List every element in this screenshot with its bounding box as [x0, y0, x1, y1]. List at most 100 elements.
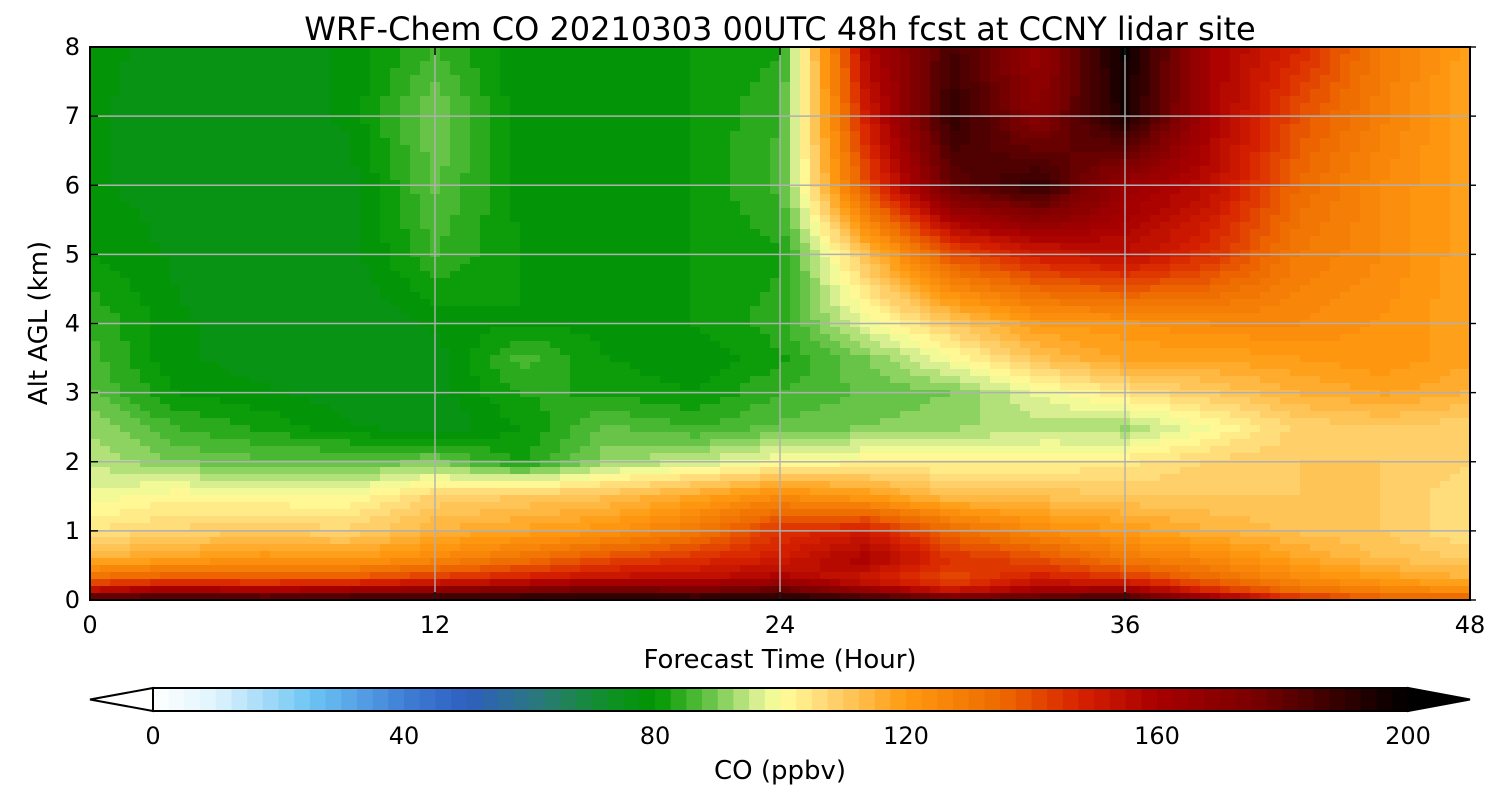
heatmap-cell — [840, 285, 851, 293]
heatmap-cell — [1150, 110, 1161, 118]
heatmap-cell — [1040, 264, 1051, 272]
heatmap-cell — [440, 222, 451, 230]
heatmap-cell — [370, 82, 381, 90]
heatmap-cell — [960, 222, 971, 230]
heatmap-cell — [400, 89, 411, 97]
heatmap-cell — [270, 96, 281, 104]
heatmap-cell — [710, 110, 721, 118]
heatmap-cell — [980, 166, 991, 174]
heatmap-cell — [890, 117, 901, 125]
heatmap-cell — [530, 278, 541, 286]
heatmap-cell — [1380, 159, 1391, 167]
heatmap-cell — [1440, 264, 1451, 272]
heatmap-cell — [100, 180, 111, 188]
heatmap-cell — [460, 208, 471, 216]
heatmap-cell — [980, 173, 991, 181]
heatmap-cell — [920, 138, 931, 146]
heatmap-cell — [100, 96, 111, 104]
heatmap-cell — [760, 271, 771, 279]
heatmap-cell — [1110, 61, 1121, 69]
heatmap-cell — [290, 299, 301, 307]
heatmap-cell — [160, 194, 171, 202]
heatmap-cell — [990, 117, 1001, 125]
heatmap-cell — [730, 117, 741, 125]
heatmap-cell — [500, 117, 511, 125]
heatmap-cell — [820, 194, 831, 202]
heatmap-cell — [160, 124, 171, 132]
heatmap-cell — [930, 75, 941, 83]
heatmap-cell — [560, 264, 571, 272]
heatmap-cell — [1230, 166, 1241, 174]
heatmap-cell — [500, 89, 511, 97]
heatmap-cell — [1410, 152, 1421, 160]
heatmap-cell — [920, 243, 931, 251]
heatmap-cell — [960, 145, 971, 153]
heatmap-cell — [910, 194, 921, 202]
heatmap-cell — [410, 75, 421, 83]
heatmap-cell — [1410, 292, 1421, 300]
heatmap-cell — [1100, 75, 1111, 83]
heatmap-cell — [640, 68, 651, 76]
heatmap-cell — [770, 159, 781, 167]
heatmap-cell — [1100, 187, 1111, 195]
heatmap-cell — [630, 96, 641, 104]
heatmap-cell — [750, 264, 761, 272]
heatmap-cell — [940, 194, 951, 202]
heatmap-cell — [420, 103, 431, 111]
heatmap-cell — [650, 243, 661, 251]
heatmap-cell — [1030, 159, 1041, 167]
heatmap-cell — [440, 201, 451, 209]
heatmap-cell — [330, 208, 341, 216]
heatmap-cell — [830, 292, 841, 300]
heatmap-cell — [950, 187, 961, 195]
heatmap-cell — [1270, 292, 1281, 300]
heatmap-cell — [1140, 75, 1151, 83]
heatmap-cell — [1430, 215, 1441, 223]
heatmap-cell — [510, 89, 521, 97]
heatmap-cell — [1380, 222, 1391, 230]
heatmap-cell — [1210, 68, 1221, 76]
heatmap-cell — [990, 271, 1001, 279]
heatmap-cell — [1110, 278, 1121, 286]
heatmap-cell — [330, 124, 341, 132]
heatmap-cell — [1150, 166, 1161, 174]
heatmap-cell — [1080, 145, 1091, 153]
heatmap-cell — [1270, 187, 1281, 195]
heatmap-cell — [340, 75, 351, 83]
heatmap-cell — [420, 236, 431, 244]
heatmap-cell — [1200, 215, 1211, 223]
heatmap-cell — [1060, 208, 1071, 216]
heatmap-cell — [990, 257, 1001, 265]
heatmap-cell — [1300, 159, 1311, 167]
heatmap-cell — [190, 194, 201, 202]
heatmap-cell — [1460, 124, 1470, 132]
heatmap-cell — [140, 159, 151, 167]
heatmap-cell — [290, 110, 301, 118]
heatmap-cell — [900, 96, 911, 104]
heatmap-cell — [860, 215, 871, 223]
heatmap-cell — [1150, 257, 1161, 265]
heatmap-cell — [150, 47, 161, 55]
heatmap-cell — [1170, 229, 1181, 237]
heatmap-cell — [1050, 257, 1061, 265]
heatmap-cell — [220, 68, 231, 76]
heatmap-cell — [600, 89, 611, 97]
heatmap-cell — [530, 131, 541, 139]
heatmap-cell — [400, 208, 411, 216]
heatmap-cell — [480, 47, 491, 55]
heatmap-cell — [1360, 187, 1371, 195]
heatmap-cell — [1380, 292, 1391, 300]
heatmap-cell — [950, 271, 961, 279]
heatmap-cell — [1380, 54, 1391, 62]
heatmap-cell — [1390, 89, 1401, 97]
heatmap-cell — [660, 166, 671, 174]
heatmap-cell — [90, 89, 101, 97]
heatmap-cell — [270, 271, 281, 279]
heatmap-cell — [520, 229, 531, 237]
heatmap-cell — [1370, 229, 1381, 237]
heatmap-cell — [340, 201, 351, 209]
heatmap-cell — [300, 75, 311, 83]
heatmap-cell — [420, 152, 431, 160]
heatmap-cell — [210, 145, 221, 153]
heatmap-cell — [250, 271, 261, 279]
